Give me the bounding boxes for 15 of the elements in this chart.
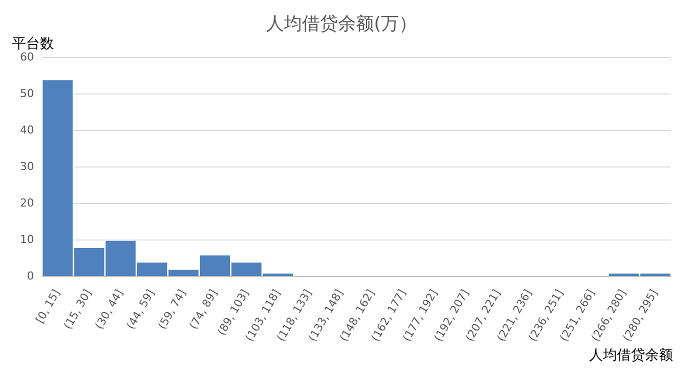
x-tick-label: (44, 59] — [124, 287, 158, 332]
y-axis-title: 平台数 — [12, 36, 54, 52]
x-tick-label: (15, 30] — [61, 287, 94, 332]
y-tick-label: 0 — [26, 269, 34, 282]
x-axis-title: 人均借贷余额 — [589, 348, 673, 364]
chart-title: 人均借贷余额(万） — [266, 13, 418, 34]
x-tick-label: (59, 74] — [156, 287, 189, 332]
x-tick-label: [0, 15] — [33, 287, 63, 326]
y-tick-label: 30 — [20, 160, 34, 173]
y-tick-label: 10 — [20, 232, 34, 246]
x-tick-label: (30, 44] — [92, 287, 126, 332]
y-tick-label: 50 — [20, 86, 34, 100]
y-tick-label: 60 — [20, 50, 34, 64]
y-tick-label: 40 — [20, 123, 34, 136]
y-tick-label: 20 — [20, 196, 34, 210]
